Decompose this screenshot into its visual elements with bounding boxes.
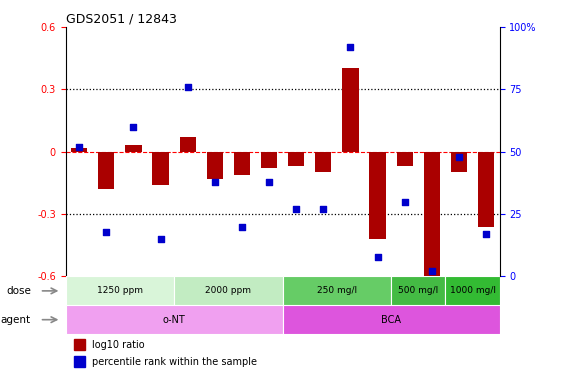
Point xyxy=(238,223,247,230)
Bar xyxy=(152,152,169,185)
Bar xyxy=(98,152,114,189)
Text: 2000 ppm: 2000 ppm xyxy=(206,286,251,295)
Text: agent: agent xyxy=(1,314,31,325)
Text: BCA: BCA xyxy=(381,314,401,325)
Bar xyxy=(126,146,142,152)
Bar xyxy=(391,276,445,305)
Text: dose: dose xyxy=(6,286,31,296)
Bar xyxy=(315,152,331,172)
Bar xyxy=(283,276,391,305)
Point xyxy=(102,228,111,235)
Text: 1000 mg/l: 1000 mg/l xyxy=(449,286,496,295)
Bar xyxy=(66,276,174,305)
Text: 1250 ppm: 1250 ppm xyxy=(97,286,143,295)
Bar xyxy=(342,68,359,152)
Bar xyxy=(369,152,386,239)
Bar xyxy=(74,356,85,367)
Bar xyxy=(451,152,467,172)
Point xyxy=(129,124,138,130)
Bar xyxy=(74,339,85,350)
Bar xyxy=(207,152,223,179)
Bar xyxy=(234,152,250,175)
Text: log10 ratio: log10 ratio xyxy=(92,340,144,350)
Point xyxy=(427,268,436,275)
Text: GDS2051 / 12843: GDS2051 / 12843 xyxy=(66,13,176,26)
Point xyxy=(319,206,328,212)
Point xyxy=(346,44,355,50)
Text: o-NT: o-NT xyxy=(163,314,186,325)
Point xyxy=(210,179,219,185)
Text: 500 mg/l: 500 mg/l xyxy=(398,286,439,295)
Bar xyxy=(179,137,196,152)
Point xyxy=(156,236,165,242)
Bar xyxy=(66,305,283,334)
Bar xyxy=(71,147,87,152)
Bar xyxy=(478,152,494,227)
Point xyxy=(292,206,301,212)
Point xyxy=(373,253,382,260)
Text: 250 mg/l: 250 mg/l xyxy=(317,286,357,295)
Point xyxy=(455,154,464,160)
Point xyxy=(75,144,84,150)
Bar xyxy=(288,152,304,166)
Bar xyxy=(445,276,500,305)
Bar xyxy=(261,152,278,168)
Point xyxy=(264,179,274,185)
Text: percentile rank within the sample: percentile rank within the sample xyxy=(92,357,257,367)
Bar xyxy=(283,305,500,334)
Bar xyxy=(174,276,283,305)
Point xyxy=(183,84,192,90)
Point xyxy=(481,231,490,237)
Bar xyxy=(424,152,440,276)
Bar xyxy=(396,152,413,166)
Point xyxy=(400,199,409,205)
